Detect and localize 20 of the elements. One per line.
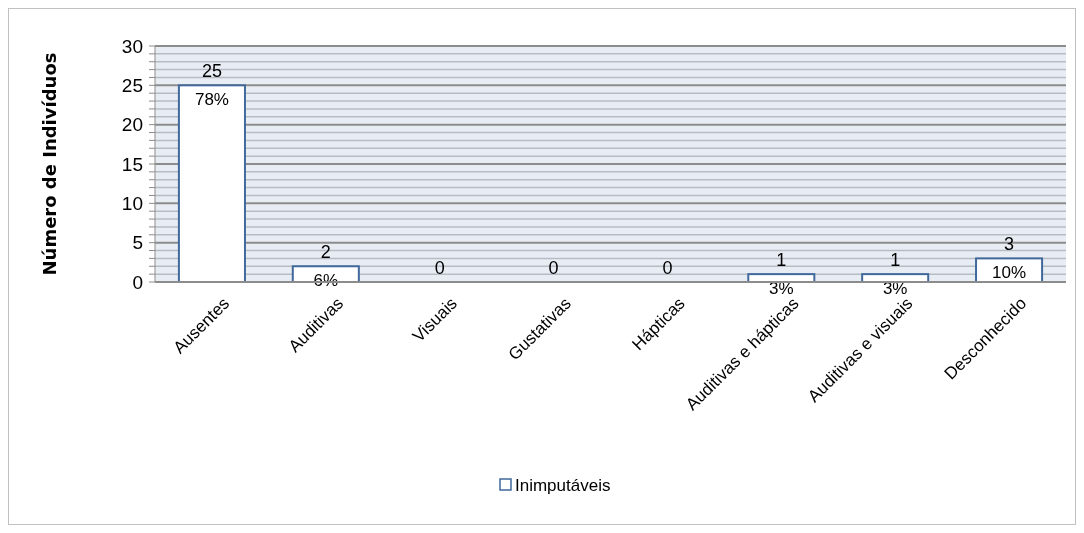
data-label: 25 xyxy=(201,61,222,82)
annotation: 78% xyxy=(194,90,229,110)
y-tick-label: 10 xyxy=(121,192,143,214)
data-label: 0 xyxy=(662,258,673,278)
bar xyxy=(177,84,246,283)
data-label: 1 xyxy=(776,250,787,271)
data-label: 1 xyxy=(890,250,901,271)
y-tick-label: 30 xyxy=(121,35,143,57)
data-label: 2 xyxy=(320,242,331,263)
y-axis-title: Número de Indivíduos xyxy=(39,52,60,276)
y-tick-label: 25 xyxy=(121,74,143,96)
y-tick-label: 0 xyxy=(132,271,143,293)
y-tick-label: 15 xyxy=(121,153,143,175)
y-tick-label: 20 xyxy=(121,114,143,136)
data-label: 0 xyxy=(548,258,559,278)
annotation: 10% xyxy=(992,263,1027,283)
legend-label: Inimputáveis xyxy=(515,475,611,495)
data-label: 3 xyxy=(1004,234,1015,255)
data-label: 0 xyxy=(434,258,445,278)
y-tick-label: 5 xyxy=(132,232,143,254)
